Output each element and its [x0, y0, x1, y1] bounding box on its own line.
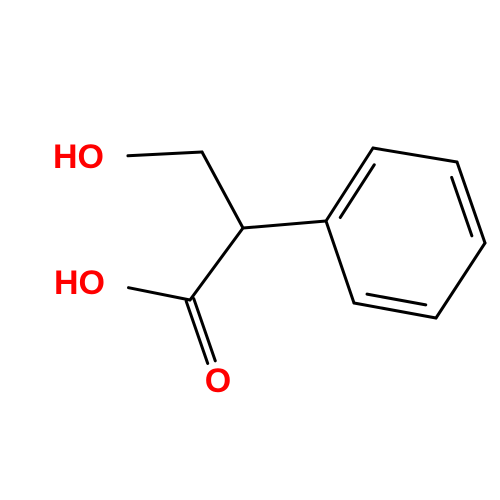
- bond-R5-R6-inner: [367, 294, 426, 305]
- atom-label-O3: O: [205, 362, 231, 400]
- bond-R3-R4-inner: [452, 177, 472, 235]
- bond-C7-C8: [202, 152, 243, 228]
- bond-C8-R1: [243, 221, 326, 228]
- bond-C9-O2: [129, 288, 190, 300]
- bond-R2-R3: [373, 148, 457, 162]
- atom-label-O1: HO: [53, 138, 104, 176]
- bond-C8-C9: [190, 228, 243, 300]
- bond-R1-R2: [326, 148, 373, 221]
- bond-R6-R1: [326, 221, 354, 303]
- molecule-diagram: HO HO O: [0, 0, 500, 500]
- atom-label-O2: HO: [54, 264, 105, 302]
- bond-R4-R5: [436, 243, 485, 318]
- bond-O1-C7: [128, 152, 202, 156]
